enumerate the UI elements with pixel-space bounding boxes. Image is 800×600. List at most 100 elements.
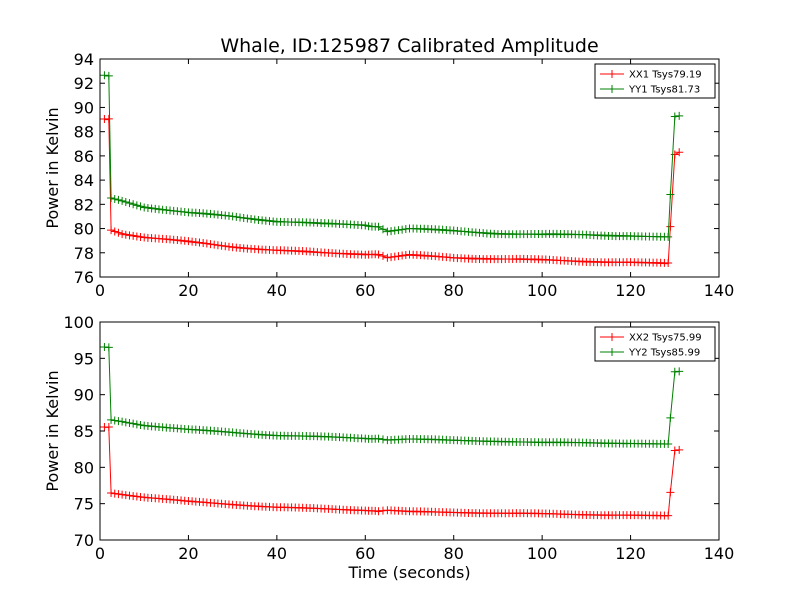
x-tick-label: 60: [355, 544, 375, 563]
data-point: [121, 418, 130, 427]
data-point: [110, 227, 119, 236]
data-point: [118, 196, 127, 205]
y-tick-label: 88: [74, 123, 94, 142]
data-point: [136, 202, 145, 211]
data-point: [114, 195, 123, 204]
y-tick-label: 94: [74, 50, 94, 69]
data-point: [383, 253, 392, 262]
y-tick-label: 92: [74, 74, 94, 93]
x-tick-label: 140: [704, 281, 735, 300]
data-point: [664, 258, 673, 267]
legend-box: [594, 63, 716, 99]
data-point: [374, 250, 383, 259]
data-point: [110, 416, 119, 425]
x-tick-label: 120: [615, 281, 646, 300]
y-tick-label: 85: [74, 422, 94, 441]
data-point: [394, 252, 403, 261]
data-point: [239, 214, 248, 223]
data-point: [243, 214, 252, 223]
data-point: [104, 422, 113, 431]
data-point: [107, 415, 116, 424]
legend-marker-0: [608, 333, 616, 341]
y-axis-label: Power in Kelvin: [43, 370, 62, 491]
data-point: [132, 232, 141, 241]
data-point: [125, 199, 134, 208]
data-point: [136, 233, 145, 242]
y-tick-label: 76: [74, 268, 94, 287]
data-point: [217, 241, 226, 250]
data-point: [110, 489, 119, 498]
y-tick-label: 86: [74, 147, 94, 166]
y-tick-label: 80: [74, 458, 94, 477]
x-tick-label: 40: [267, 281, 287, 300]
data-point: [224, 242, 233, 251]
legend-label-1: YY2 Tsys85.99: [628, 348, 700, 359]
x-axis-label: Time (seconds): [347, 563, 470, 582]
data-point: [210, 240, 219, 249]
y-tick-label: 78: [74, 244, 94, 263]
bottom-chart: 0 20 40 60 80 100 120 140 70 75 80 85 90 95 100 Power i…: [43, 313, 734, 582]
data-point: [374, 507, 383, 516]
y-tick-label: 100: [63, 313, 94, 332]
data-point: [114, 417, 123, 426]
data-point: [213, 241, 222, 250]
data-point: [107, 489, 116, 498]
data-point: [675, 111, 684, 120]
data-point: [675, 367, 684, 376]
x-tick-label: 100: [527, 544, 558, 563]
legend-box: [594, 326, 716, 362]
x-tick-label: 20: [178, 544, 198, 563]
data-point: [125, 419, 134, 428]
data-point: [374, 434, 383, 443]
data-point: [118, 417, 127, 426]
data-point: [206, 240, 215, 249]
data-point: [132, 201, 141, 210]
data-point: [125, 231, 134, 240]
data-point: [195, 238, 204, 247]
data-point: [664, 511, 673, 520]
data-point: [387, 253, 396, 262]
y-tick-label: 75: [74, 495, 94, 514]
series-markers-0: [100, 114, 684, 267]
data-point: [401, 225, 410, 234]
y-tick-label: 70: [74, 531, 94, 550]
data-point: [378, 225, 387, 234]
data-point: [664, 439, 673, 448]
data-point: [670, 446, 679, 455]
legend-label-0: XX1 Tsys79.19: [629, 70, 702, 81]
legend-marker-1: [608, 348, 616, 356]
data-point: [118, 230, 127, 239]
data-point: [390, 252, 399, 261]
data-point: [129, 419, 138, 428]
legend-marker-0: [608, 70, 616, 78]
data-point: [666, 190, 675, 199]
x-tick-label: 0: [95, 281, 105, 300]
data-point: [670, 112, 679, 121]
data-point: [666, 488, 675, 497]
data-point: [390, 226, 399, 235]
data-point: [361, 221, 370, 230]
y-tick-label: 90: [74, 98, 94, 117]
x-tick-label: 80: [444, 544, 464, 563]
data-point: [100, 71, 109, 80]
y-tick-label: 84: [74, 171, 94, 190]
data-point: [104, 114, 113, 123]
data-point: [107, 193, 116, 202]
data-point: [374, 222, 383, 231]
data-point: [387, 227, 396, 236]
data-point: [132, 420, 141, 429]
data-point: [140, 203, 149, 212]
data-point: [378, 251, 387, 260]
plot-frame: [99, 58, 720, 278]
data-point: [221, 242, 230, 251]
series-line-0: [104, 426, 680, 517]
data-point: [104, 71, 113, 80]
data-point: [378, 435, 387, 444]
data-point: [202, 239, 211, 248]
data-point: [398, 251, 407, 260]
x-tick-label: 80: [444, 281, 464, 300]
data-point: [199, 239, 208, 248]
data-point: [670, 150, 679, 159]
y-tick-label: 90: [74, 386, 94, 405]
